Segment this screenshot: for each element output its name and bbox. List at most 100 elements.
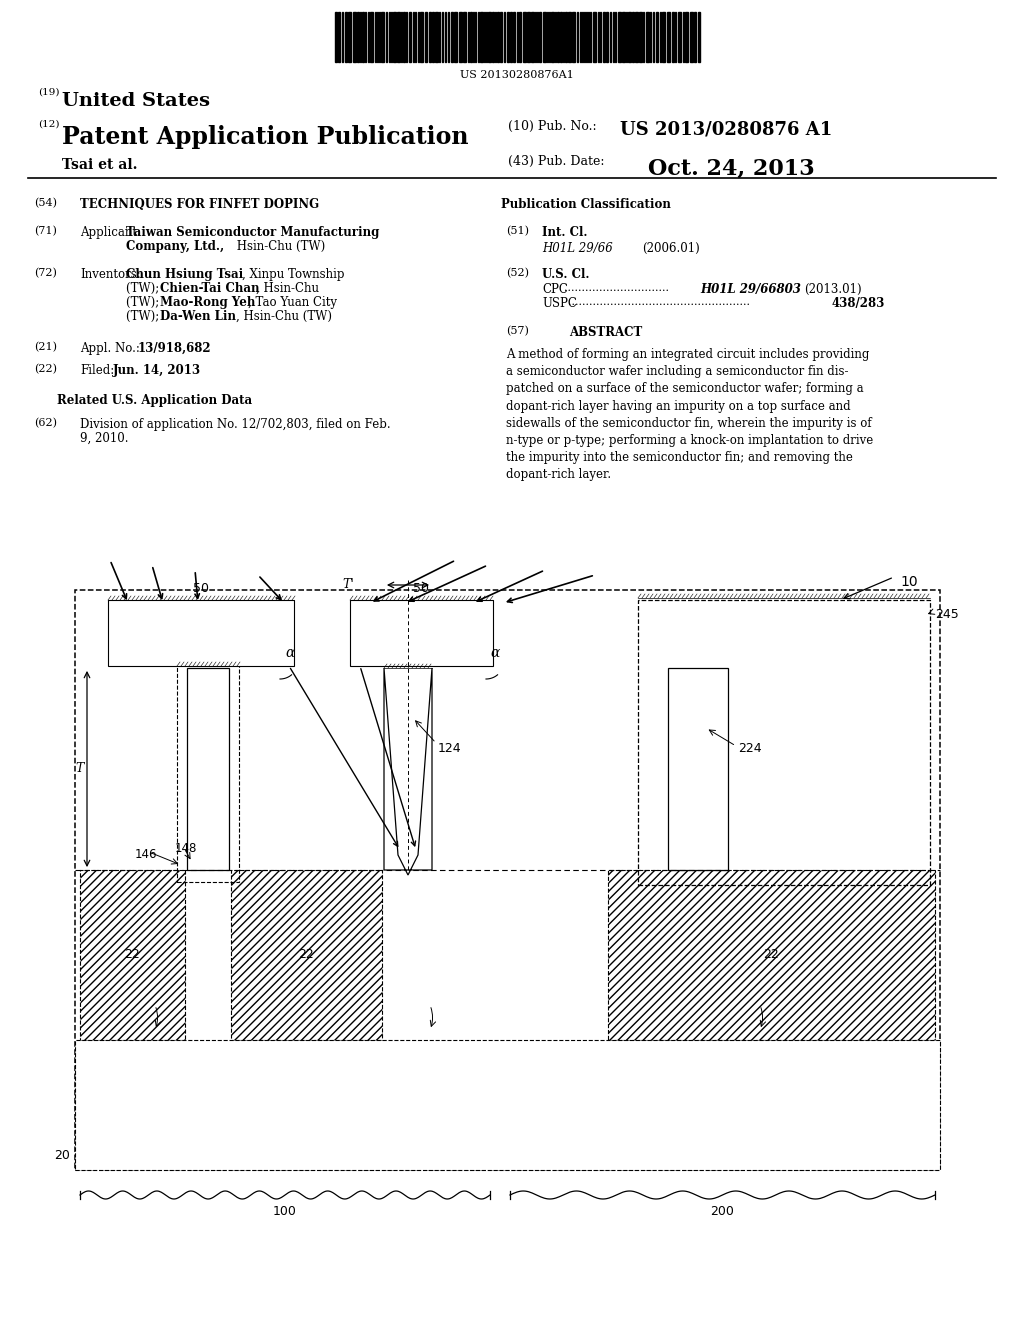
Bar: [497, 12, 499, 62]
Bar: [454, 12, 457, 62]
Text: , Hsin-Chu: , Hsin-Chu: [256, 282, 319, 294]
Text: 50: 50: [413, 582, 429, 595]
Bar: [690, 12, 693, 62]
Text: (57): (57): [506, 326, 528, 337]
Bar: [527, 12, 530, 62]
Text: 10: 10: [900, 576, 918, 589]
Bar: [403, 12, 406, 62]
Text: 22: 22: [763, 949, 779, 961]
Text: , Hsin-Chu (TW): , Hsin-Chu (TW): [236, 310, 332, 323]
Bar: [510, 12, 512, 62]
Text: Related U.S. Application Data: Related U.S. Application Data: [57, 393, 253, 407]
Bar: [646, 12, 649, 62]
Text: U.S. Cl.: U.S. Cl.: [542, 268, 590, 281]
Text: (51): (51): [506, 226, 529, 236]
Bar: [480, 12, 483, 62]
Bar: [672, 12, 674, 62]
Bar: [557, 12, 559, 62]
Bar: [593, 12, 596, 62]
Text: 22: 22: [124, 949, 140, 961]
Bar: [656, 12, 658, 62]
Bar: [667, 12, 670, 62]
Text: T: T: [76, 763, 84, 776]
Bar: [698, 12, 700, 62]
Text: Mao-Rong Yeh: Mao-Rong Yeh: [160, 296, 255, 309]
Text: 20: 20: [54, 1148, 70, 1162]
Bar: [177, 663, 239, 882]
Bar: [668, 668, 728, 870]
Text: 146: 146: [135, 849, 158, 862]
Text: H01L 29/66803: H01L 29/66803: [700, 282, 801, 296]
Text: 200: 200: [710, 1205, 734, 1218]
Text: (TW);: (TW);: [126, 310, 163, 323]
Text: US 20130280876A1: US 20130280876A1: [460, 70, 573, 81]
Bar: [488, 12, 490, 62]
Bar: [572, 12, 575, 62]
Text: A method of forming an integrated circuit includes providing
a semiconductor waf: A method of forming an integrated circui…: [506, 348, 873, 482]
Bar: [603, 12, 605, 62]
Text: (62): (62): [34, 418, 57, 428]
Bar: [622, 12, 625, 62]
Text: Filed:: Filed:: [80, 364, 115, 378]
Bar: [632, 12, 634, 62]
Bar: [370, 12, 373, 62]
Bar: [639, 12, 642, 62]
Text: (21): (21): [34, 342, 57, 352]
Text: (72): (72): [34, 268, 57, 279]
Text: (2013.01): (2013.01): [804, 282, 861, 296]
Text: Oct. 24, 2013: Oct. 24, 2013: [648, 158, 815, 180]
Bar: [565, 12, 567, 62]
Text: Chun Hsiung Tsai: Chun Hsiung Tsai: [126, 268, 244, 281]
Text: 22: 22: [298, 949, 314, 961]
Text: Int. Cl.: Int. Cl.: [542, 226, 588, 239]
Text: T': T': [342, 578, 354, 591]
Bar: [350, 601, 493, 667]
Bar: [539, 12, 541, 62]
Bar: [75, 590, 940, 1170]
Text: (10) Pub. No.:: (10) Pub. No.:: [508, 120, 597, 133]
Bar: [519, 12, 521, 62]
Bar: [345, 12, 347, 62]
Text: 438/283: 438/283: [831, 297, 886, 310]
Bar: [628, 12, 631, 62]
Text: (2006.01): (2006.01): [642, 242, 699, 255]
Bar: [685, 12, 688, 62]
Text: α: α: [490, 645, 500, 660]
Text: α: α: [285, 645, 294, 660]
Text: ....................................................: ........................................…: [568, 297, 750, 308]
Bar: [678, 12, 681, 62]
Text: Jun. 14, 2013: Jun. 14, 2013: [113, 364, 201, 378]
Bar: [492, 12, 494, 62]
Text: (22): (22): [34, 364, 57, 375]
Bar: [429, 12, 431, 62]
Bar: [353, 12, 356, 62]
Bar: [531, 12, 534, 62]
Bar: [348, 12, 351, 62]
Text: 245: 245: [935, 609, 958, 622]
Bar: [513, 12, 515, 62]
Bar: [425, 12, 427, 62]
Text: , Xinpu Township: , Xinpu Township: [242, 268, 344, 281]
Bar: [231, 870, 382, 1040]
Polygon shape: [384, 668, 432, 875]
Bar: [409, 12, 411, 62]
Text: (52): (52): [506, 268, 529, 279]
Text: 9, 2010.: 9, 2010.: [80, 432, 128, 445]
Bar: [451, 12, 453, 62]
Text: Appl. No.:: Appl. No.:: [80, 342, 140, 355]
Text: 124: 124: [438, 742, 462, 755]
Text: Patent Application Publication: Patent Application Publication: [62, 125, 469, 149]
Bar: [108, 601, 294, 667]
Text: USPC: USPC: [542, 297, 577, 310]
Bar: [393, 12, 396, 62]
Text: (TW);: (TW);: [126, 282, 163, 294]
Bar: [694, 12, 696, 62]
Bar: [463, 12, 466, 62]
Bar: [80, 870, 185, 1040]
Bar: [75, 1040, 940, 1170]
Bar: [187, 668, 229, 870]
Text: ABSTRACT: ABSTRACT: [569, 326, 643, 339]
Bar: [551, 12, 554, 62]
Text: United States: United States: [62, 92, 210, 110]
Bar: [435, 12, 438, 62]
